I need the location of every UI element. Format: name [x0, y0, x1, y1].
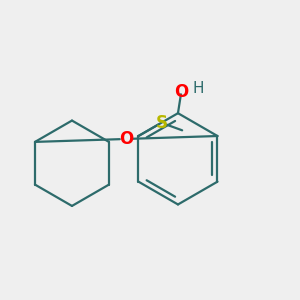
- Text: O: O: [119, 130, 134, 148]
- Text: S: S: [155, 114, 167, 132]
- Text: H: H: [192, 81, 204, 96]
- Text: O: O: [174, 83, 188, 101]
